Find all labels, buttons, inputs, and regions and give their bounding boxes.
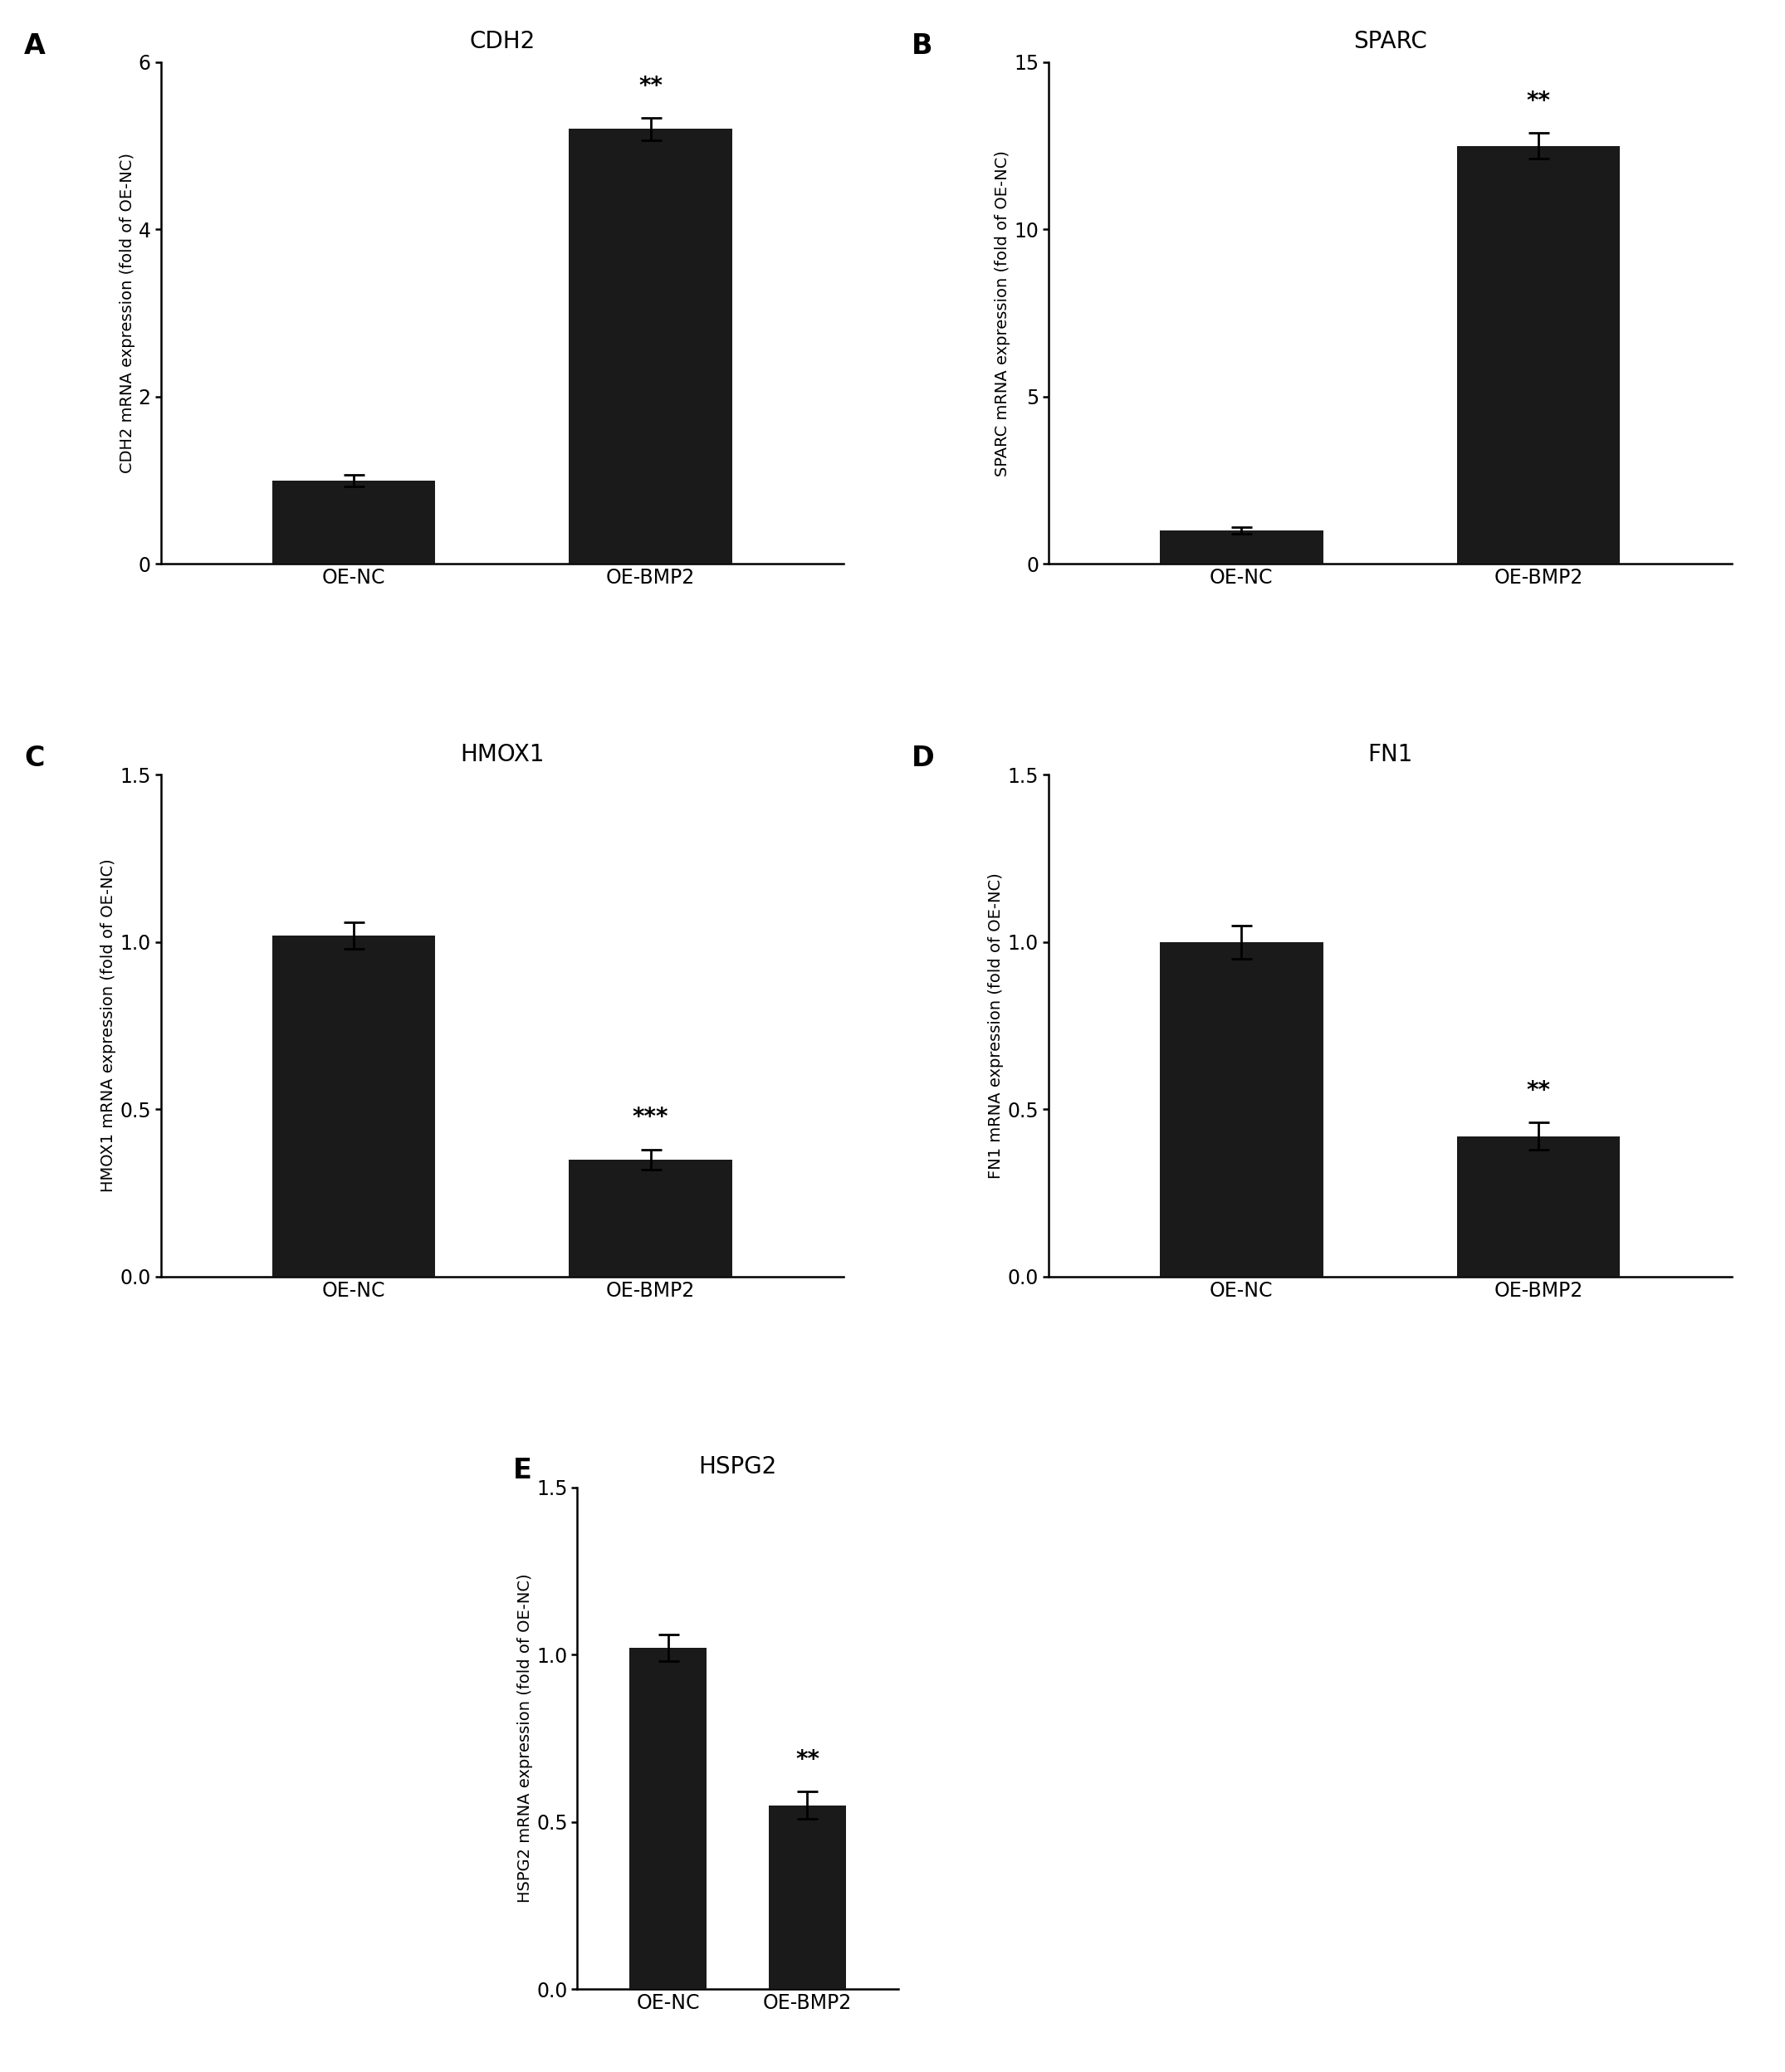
Title: SPARC: SPARC xyxy=(1353,31,1426,54)
Title: FN1: FN1 xyxy=(1367,742,1412,767)
Text: **: ** xyxy=(639,75,662,97)
Title: CDH2: CDH2 xyxy=(469,31,536,54)
Text: C: C xyxy=(23,744,45,773)
Bar xyxy=(769,1805,846,1989)
Text: **: ** xyxy=(1526,1080,1551,1102)
Bar xyxy=(569,128,732,564)
Bar xyxy=(1160,530,1323,564)
Text: A: A xyxy=(23,31,46,60)
Text: **: ** xyxy=(796,1749,819,1772)
Y-axis label: HSPG2 mRNA expression (fold of OE-NC): HSPG2 mRNA expression (fold of OE-NC) xyxy=(518,1573,534,1902)
Y-axis label: FN1 mRNA expression (fold of OE-NC): FN1 mRNA expression (fold of OE-NC) xyxy=(989,872,1003,1179)
Text: B: B xyxy=(912,31,934,60)
Bar xyxy=(271,934,436,1276)
Y-axis label: SPARC mRNA expression (fold of OE-NC): SPARC mRNA expression (fold of OE-NC) xyxy=(994,149,1010,477)
Y-axis label: CDH2 mRNA expression (fold of OE-NC): CDH2 mRNA expression (fold of OE-NC) xyxy=(120,153,136,472)
Bar xyxy=(1457,1135,1621,1276)
Text: ***: *** xyxy=(632,1106,669,1129)
Title: HMOX1: HMOX1 xyxy=(461,742,544,767)
Bar xyxy=(1457,145,1621,564)
Bar xyxy=(569,1160,732,1276)
Y-axis label: HMOX1 mRNA expression (fold of OE-NC): HMOX1 mRNA expression (fold of OE-NC) xyxy=(100,860,116,1191)
Bar xyxy=(271,481,436,564)
Text: E: E xyxy=(514,1457,532,1486)
Title: HSPG2: HSPG2 xyxy=(698,1455,776,1479)
Text: **: ** xyxy=(1526,89,1551,114)
Bar xyxy=(1160,943,1323,1276)
Bar xyxy=(630,1647,707,1989)
Text: D: D xyxy=(912,744,935,773)
